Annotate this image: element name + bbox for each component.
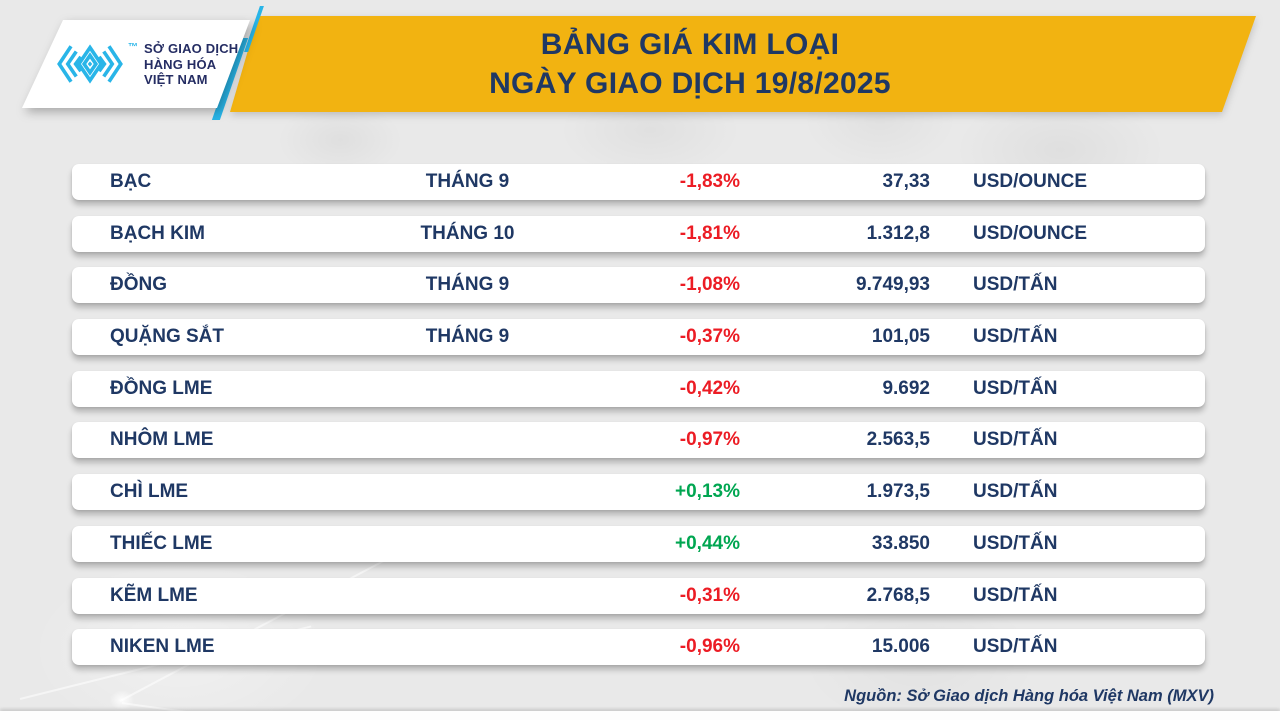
commodity-name: ĐỒNG LME [110, 377, 213, 399]
bottom-strip [0, 711, 1280, 720]
price-table: BẠC THÁNG 9 -1,83% 37,33 USD/OUNCE BẠCH … [72, 164, 1205, 666]
change-percent: +0,13% [675, 481, 740, 503]
table-row-nhom-lme: NHÔM LME -0,97% 2.563,5 USD/TẤN [72, 422, 1205, 459]
commodity-name: ĐỒNG [110, 274, 167, 296]
price-value: 2.563,5 [866, 429, 930, 451]
price-value: 1.312,8 [866, 222, 930, 244]
page-title-line2: NGÀY GIAO DỊCH 19/8/2025 [489, 67, 891, 100]
commodity-name: QUẶNG SẮT [110, 326, 224, 348]
price-value: 15.006 [871, 636, 930, 658]
table-row-dong-lme: ĐỒNG LME -0,42% 9.692 USD/TẤN [72, 370, 1205, 407]
table-row-dong: ĐỒNG THÁNG 9 -1,08% 9.749,93 USD/TẤN [72, 267, 1205, 304]
mxv-logo-plate: ™ SỞ GIAO DỊCH HÀNG HÓA VIỆT NAM [22, 20, 250, 108]
change-percent: -0,42% [679, 377, 740, 399]
price-unit: USD/TẤN [973, 584, 1058, 606]
change-percent: -1,08% [679, 274, 740, 296]
price-value: 2.768,5 [866, 584, 930, 606]
price-unit: USD/OUNCE [973, 222, 1088, 244]
commodity-name: BẠC [110, 171, 152, 192]
change-percent: +0,44% [675, 532, 740, 554]
price-unit: USD/TẤN [973, 481, 1058, 503]
change-percent: -0,31% [679, 584, 740, 606]
change-percent: -0,97% [679, 429, 740, 451]
change-percent: -1,81% [679, 222, 740, 244]
table-row-quang-sat: QUẶNG SẮT THÁNG 9 -0,37% 101,05 USD/TẤN [72, 319, 1205, 356]
commodity-name: CHÌ LME [110, 481, 189, 503]
mxv-logo-text-line2: HÀNG HÓA [144, 56, 217, 72]
title-banner: BẢNG GIÁ KIM LOẠI NGÀY GIAO DỊCH 19/8/20… [230, 16, 1256, 112]
price-unit: USD/OUNCE [973, 171, 1088, 192]
mxv-logo: ™ SỞ GIAO DỊCH HÀNG HÓA VIỆT NAM [22, 20, 250, 108]
price-unit: USD/TẤN [973, 532, 1058, 554]
table-row-kem-lme: KẼM LME -0,31% 2.768,5 USD/TẤN [72, 577, 1205, 614]
commodity-name: KẼM LME [110, 584, 198, 606]
page-title-line1: BẢNG GIÁ KIM LOẠI [540, 28, 840, 61]
page-title: BẢNG GIÁ KIM LOẠI NGÀY GIAO DỊCH 19/8/20… [230, 16, 1150, 112]
price-unit: USD/TẤN [973, 326, 1058, 348]
source-note: Nguồn: Sở Giao dịch Hàng hóa Việt Nam (M… [844, 687, 1214, 705]
table-row-bac: BẠC THÁNG 9 -1,83% 37,33 USD/OUNCE [72, 164, 1205, 200]
contract-month: THÁNG 9 [425, 326, 510, 348]
title-banner-shape: BẢNG GIÁ KIM LOẠI NGÀY GIAO DỊCH 19/8/20… [230, 16, 1256, 112]
trademark-symbol: ™ [128, 42, 138, 53]
commodity-name: NHÔM LME [110, 429, 214, 451]
price-value: 9.692 [882, 377, 930, 399]
price-value: 101,05 [871, 326, 930, 348]
price-value: 37,33 [882, 171, 930, 192]
mxv-logo-icon [57, 44, 123, 84]
price-value: 9.749,93 [856, 274, 930, 296]
contract-month: THÁNG 9 [425, 274, 510, 296]
mxv-logo-text: SỞ GIAO DỊCH HÀNG HÓA VIỆT NAM [144, 41, 238, 88]
contract-month: THÁNG 10 [420, 222, 515, 244]
mxv-logo-text-line3: VIỆT NAM [144, 72, 208, 87]
commodity-name: THIẾC LME [110, 532, 213, 554]
change-percent: -0,96% [679, 636, 740, 658]
table-row-niken-lme: NIKEN LME -0,96% 15.006 USD/TẤN [72, 629, 1205, 666]
contract-month: THÁNG 9 [425, 171, 510, 192]
table-row-chi-lme: CHÌ LME +0,13% 1.973,5 USD/TẤN [72, 474, 1205, 511]
commodity-name: NIKEN LME [110, 636, 215, 658]
price-value: 1.973,5 [866, 481, 930, 503]
price-unit: USD/TẤN [973, 274, 1058, 296]
table-row-bach-kim: BẠCH KIM THÁNG 10 -1,81% 1.312,8 USD/OUN… [72, 215, 1205, 252]
change-percent: -1,83% [679, 171, 740, 192]
price-unit: USD/TẤN [973, 429, 1058, 451]
mxv-logo-text-line1: SỞ GIAO DỊCH [144, 41, 239, 56]
price-unit: USD/TẤN [973, 377, 1058, 399]
price-unit: USD/TẤN [973, 636, 1058, 658]
price-value: 33.850 [871, 532, 930, 554]
change-percent: -0,37% [679, 326, 740, 348]
commodity-name: BẠCH KIM [110, 222, 205, 244]
table-row-thiec-lme: THIẾC LME +0,44% 33.850 USD/TẤN [72, 525, 1205, 562]
